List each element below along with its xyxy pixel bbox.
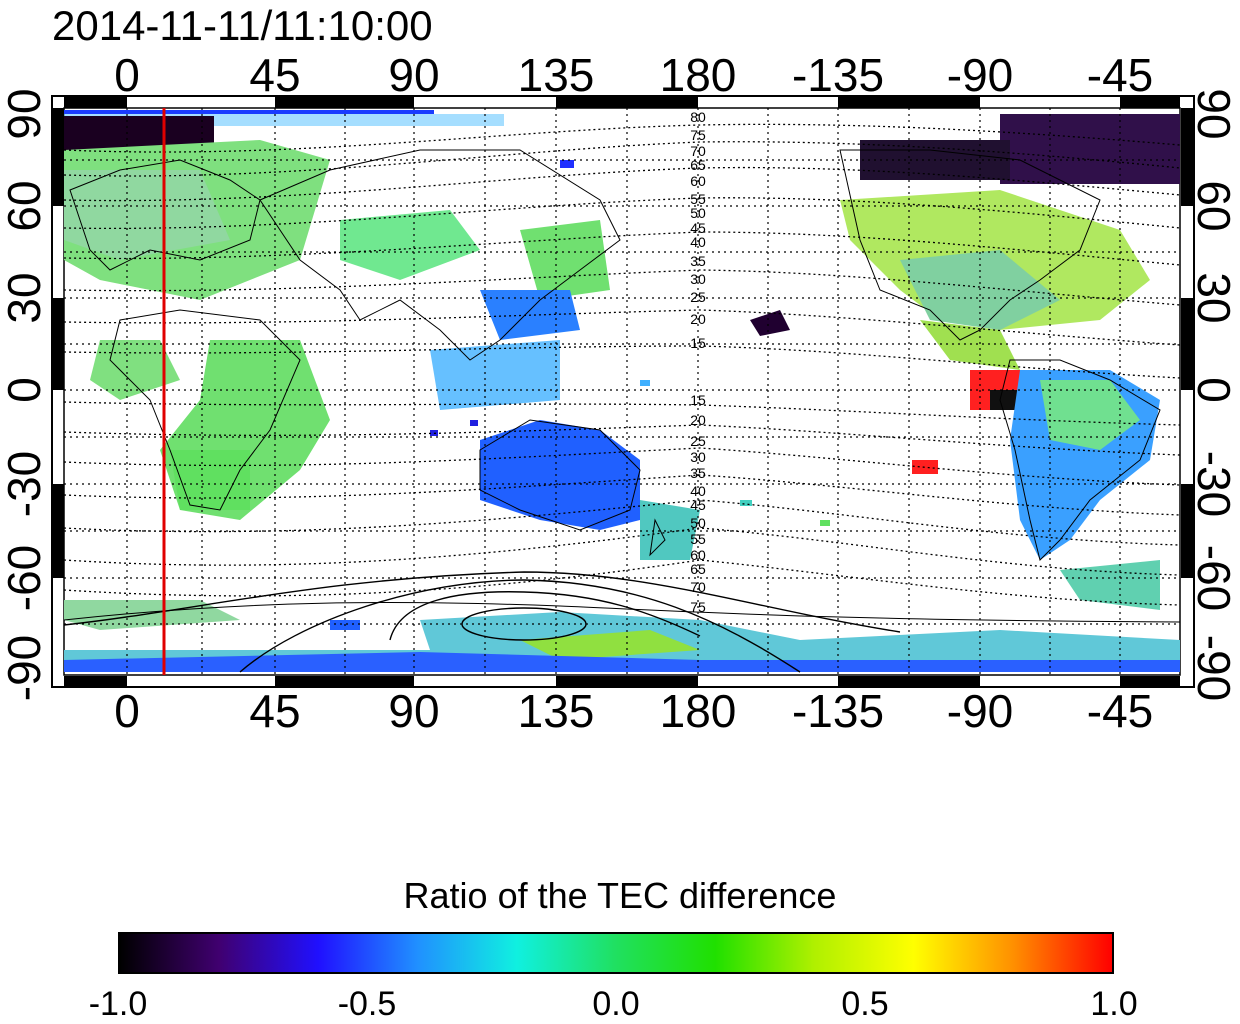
- colorbar-tick: 0.5: [841, 985, 889, 1023]
- top-lon-tick: 135: [517, 49, 595, 101]
- bottom-lon-tick: 45: [249, 685, 301, 737]
- contour-label: 75: [690, 127, 706, 143]
- bottom-lon-tick: -135: [791, 685, 885, 737]
- contour-labels: 8075706560555045403530252015152025303540…: [690, 109, 706, 615]
- contour-label: 65: [690, 561, 706, 577]
- contour-label: 50: [690, 205, 706, 221]
- contour-label: 25: [690, 289, 706, 305]
- top-lon-tick: 180: [659, 49, 737, 101]
- colorbar-tick: -1.0: [88, 985, 148, 1023]
- contour-label: 60: [690, 173, 706, 189]
- top-lon-tick: -135: [791, 49, 885, 101]
- bottom-lon-tick: -45: [1086, 685, 1154, 737]
- contour-label: 55: [690, 531, 706, 547]
- top-lon-tick: 45: [249, 49, 301, 101]
- contour-label: 15: [690, 392, 706, 408]
- colorbar-title: Ratio of the TEC difference: [403, 875, 837, 916]
- south-pole-contours: [64, 571, 901, 673]
- contour-label: 75: [690, 599, 706, 615]
- bottom-lon-tick: -90: [946, 685, 1014, 737]
- tec-map: 8075706560555045403530252015152025303540…: [51, 95, 1195, 688]
- tec-data-patches: [64, 110, 1180, 672]
- colorbar-tick: 1.0: [1090, 985, 1138, 1023]
- contour-label: 55: [690, 191, 706, 207]
- graticule: [64, 108, 1180, 675]
- contour-label: 45: [690, 220, 706, 236]
- contour-label: 25: [690, 433, 706, 449]
- magnetic-contours: [64, 123, 1180, 606]
- contour-label: 65: [690, 157, 706, 173]
- contour-label: 15: [690, 335, 706, 351]
- bottom-lon-tick: 180: [659, 685, 737, 737]
- contour-label: 60: [690, 547, 706, 563]
- colorbar-tick: -0.5: [337, 985, 397, 1023]
- plot-timestamp: 2014-11-11/11:10:00: [52, 2, 433, 49]
- contour-label: 40: [690, 234, 706, 250]
- top-lon-tick: -45: [1086, 49, 1154, 101]
- contour-label: 35: [690, 465, 706, 481]
- colorbar-tick: 0.0: [592, 985, 640, 1023]
- top-lon-tick: 90: [388, 49, 440, 101]
- top-lon-tick: 0: [114, 49, 140, 101]
- contour-label: 30: [690, 271, 706, 287]
- bottom-lon-tick: 135: [517, 685, 595, 737]
- contour-label: 20: [690, 412, 706, 428]
- contour-label: 80: [690, 109, 706, 125]
- contour-label: 70: [690, 579, 706, 595]
- contour-label: 20: [690, 311, 706, 327]
- contour-label: 40: [690, 483, 706, 499]
- bottom-lon-tick: 90: [388, 685, 440, 737]
- contour-label: 35: [690, 253, 706, 269]
- top-lon-tick: -90: [946, 49, 1014, 101]
- contour-label: 45: [690, 497, 706, 513]
- bottom-lon-tick: 0: [114, 685, 140, 737]
- contour-label: 30: [690, 449, 706, 465]
- contour-label: 70: [690, 143, 706, 159]
- contour-label: 50: [690, 515, 706, 531]
- colorbar-gradient: [118, 932, 1114, 974]
